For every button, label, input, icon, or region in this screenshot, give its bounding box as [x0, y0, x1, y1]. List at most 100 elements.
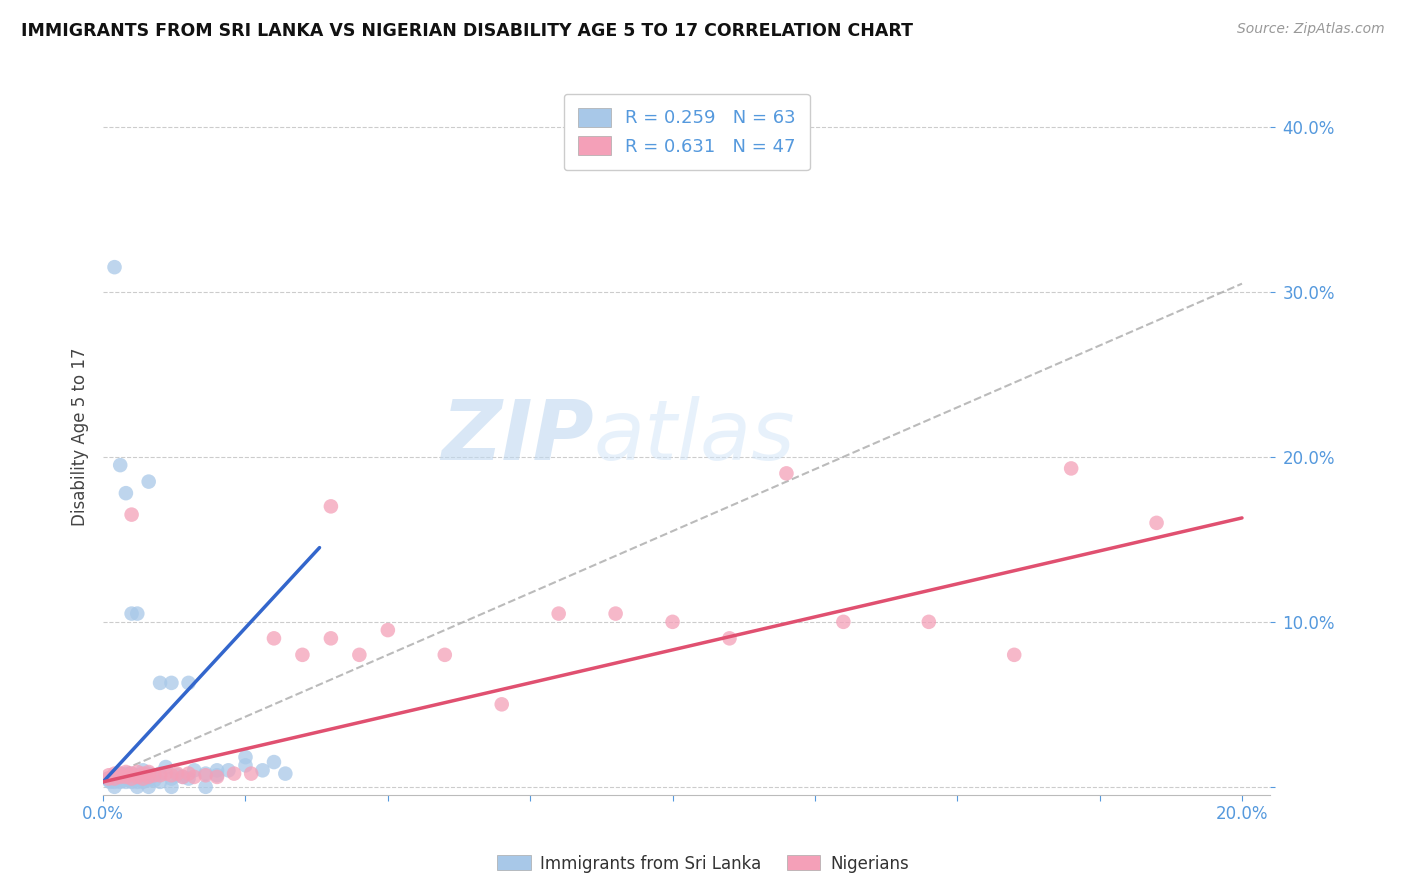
- Point: [121, 766, 143, 780]
- Point: [143, 773, 166, 788]
- Point: [124, 773, 146, 788]
- Legend: Immigrants from Sri Lanka, Nigerians: Immigrants from Sri Lanka, Nigerians: [491, 848, 915, 880]
- Point: [138, 773, 160, 788]
- Point: [108, 770, 131, 784]
- Point: [103, 775, 125, 789]
- Point: [108, 766, 131, 780]
- Point: [149, 768, 172, 782]
- Point: [166, 768, 188, 782]
- Point: [138, 766, 160, 780]
- Point: [115, 486, 138, 500]
- Point: [177, 676, 200, 690]
- Point: [115, 766, 138, 780]
- Point: [115, 775, 138, 789]
- Point: [103, 772, 125, 786]
- Point: [217, 764, 239, 778]
- Point: [105, 772, 128, 786]
- Point: [194, 766, 217, 780]
- Point: [222, 766, 245, 780]
- Point: [115, 764, 138, 779]
- Point: [112, 772, 135, 786]
- Point: [183, 764, 205, 778]
- Point: [121, 775, 143, 789]
- Point: [104, 773, 127, 788]
- Point: [177, 772, 200, 786]
- Point: [103, 770, 125, 784]
- Point: [127, 764, 149, 779]
- Point: [205, 770, 228, 784]
- Point: [235, 758, 257, 772]
- Point: [155, 760, 177, 774]
- Point: [121, 770, 143, 784]
- Point: [661, 615, 683, 629]
- Point: [132, 772, 155, 786]
- Point: [172, 770, 194, 784]
- Point: [205, 768, 228, 782]
- Point: [235, 750, 257, 764]
- Point: [127, 770, 149, 784]
- Point: [97, 773, 120, 788]
- Point: [97, 772, 120, 786]
- Point: [132, 770, 155, 784]
- Legend: R = 0.259   N = 63, R = 0.631   N = 47: R = 0.259 N = 63, R = 0.631 N = 47: [564, 94, 810, 170]
- Point: [100, 772, 122, 786]
- Point: [319, 632, 342, 646]
- Point: [132, 764, 155, 778]
- Point: [918, 615, 941, 629]
- Point: [108, 766, 131, 780]
- Point: [291, 648, 314, 662]
- Point: [172, 770, 194, 784]
- Point: [274, 766, 297, 780]
- Point: [205, 764, 228, 778]
- Point: [160, 772, 183, 786]
- Point: [127, 780, 149, 794]
- Point: [491, 698, 513, 712]
- Point: [121, 772, 143, 786]
- Point: [108, 775, 131, 789]
- Point: [127, 770, 149, 784]
- Text: ZIP: ZIP: [440, 396, 593, 476]
- Point: [319, 500, 342, 514]
- Point: [121, 766, 143, 780]
- Point: [118, 773, 141, 788]
- Point: [252, 764, 274, 778]
- Text: IMMIGRANTS FROM SRI LANKA VS NIGERIAN DISABILITY AGE 5 TO 17 CORRELATION CHART: IMMIGRANTS FROM SRI LANKA VS NIGERIAN DI…: [21, 22, 912, 40]
- Point: [132, 775, 155, 789]
- Point: [127, 607, 149, 621]
- Point: [1060, 461, 1083, 475]
- Point: [97, 772, 120, 786]
- Point: [111, 773, 134, 788]
- Point: [97, 768, 120, 782]
- Point: [177, 766, 200, 780]
- Point: [98, 775, 121, 789]
- Point: [108, 770, 131, 784]
- Point: [160, 676, 183, 690]
- Point: [143, 768, 166, 782]
- Text: Source: ZipAtlas.com: Source: ZipAtlas.com: [1237, 22, 1385, 37]
- Point: [547, 607, 569, 621]
- Point: [605, 607, 627, 621]
- Point: [108, 458, 131, 472]
- Point: [775, 467, 797, 481]
- Point: [377, 623, 399, 637]
- Point: [149, 676, 172, 690]
- Point: [194, 780, 217, 794]
- Point: [194, 768, 217, 782]
- Point: [115, 770, 138, 784]
- Point: [832, 615, 855, 629]
- Point: [138, 764, 160, 779]
- Point: [121, 607, 143, 621]
- Point: [138, 780, 160, 794]
- Point: [103, 766, 125, 780]
- Point: [1146, 516, 1168, 530]
- Point: [127, 768, 149, 782]
- Point: [155, 766, 177, 780]
- Point: [349, 648, 371, 662]
- Point: [115, 770, 138, 784]
- Point: [138, 770, 160, 784]
- Point: [103, 260, 125, 275]
- Point: [149, 775, 172, 789]
- Point: [103, 780, 125, 794]
- Point: [718, 632, 741, 646]
- Point: [166, 766, 188, 780]
